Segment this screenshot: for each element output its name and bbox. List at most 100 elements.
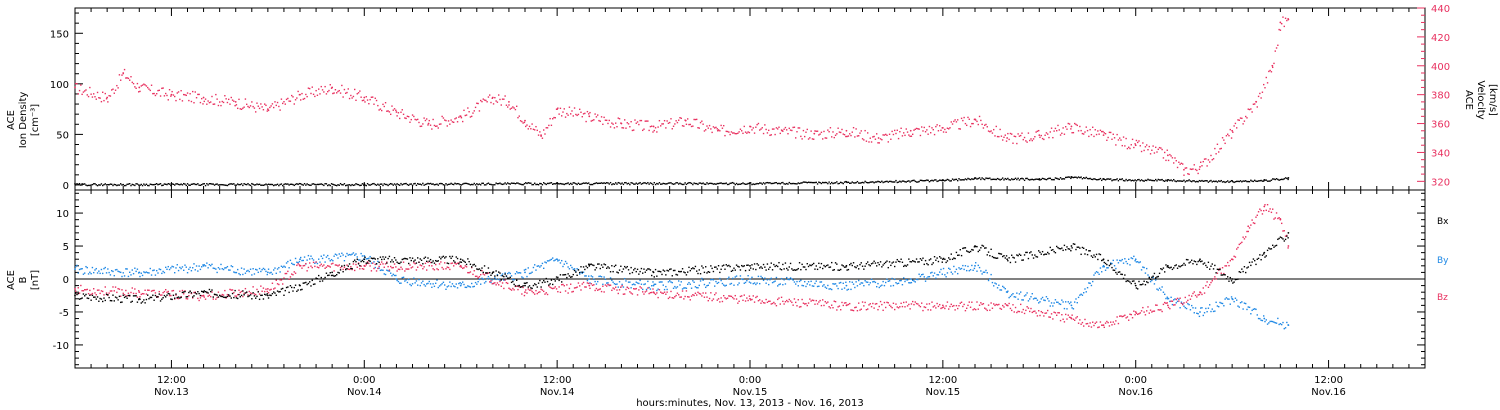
bz-series-point [670, 290, 672, 293]
by-series-point [339, 255, 342, 258]
bz-series-point [694, 292, 697, 294]
density-series-point [384, 183, 387, 186]
by-series-point [379, 269, 382, 272]
density-series-point [726, 183, 729, 186]
velocity-series-point [449, 123, 451, 125]
density-series-point [379, 183, 382, 185]
bx-series-point [706, 272, 708, 274]
bz-series-point [737, 302, 739, 304]
by-series-point [1022, 299, 1024, 301]
density-series-point [447, 183, 450, 186]
bz-series-point [378, 265, 380, 268]
by-series-point [206, 262, 208, 264]
by-series-point [117, 270, 119, 273]
density-series-point [969, 178, 972, 181]
density-series-point [109, 183, 112, 185]
by-series-point [950, 271, 952, 273]
by-series-point [1149, 280, 1152, 283]
by-series-point [1027, 300, 1030, 302]
velocity-series-anchor [716, 129, 719, 132]
density-series-point [626, 183, 628, 185]
density-series-point [717, 182, 720, 185]
by-series-point [842, 282, 844, 285]
bz-series-point [984, 307, 986, 309]
bz-series-point [963, 303, 965, 306]
velocity-series-point [521, 120, 523, 123]
density-series-point [744, 183, 747, 185]
bx-series-point [445, 256, 447, 258]
bx-series-point [306, 283, 308, 286]
density-series-point [725, 182, 727, 184]
bz-series-point [874, 303, 877, 305]
velocity-series-point [978, 115, 981, 118]
by-series-point [867, 281, 869, 283]
by-series-anchor [459, 284, 462, 287]
density-series-point [131, 183, 133, 186]
density-series-point [518, 183, 520, 185]
velocity-series-point [229, 103, 231, 105]
velocity-series-anchor [395, 111, 398, 113]
density-series-point [630, 182, 632, 184]
bx-series-point [375, 263, 378, 265]
bz-series-point [914, 301, 916, 303]
by-series-point [550, 258, 553, 261]
bx-series-point [669, 268, 671, 271]
density-series-point [1035, 178, 1037, 180]
by-series-point [748, 281, 751, 283]
by-series-point [939, 271, 941, 273]
by-series-point [284, 266, 286, 268]
by-series-point [213, 267, 216, 270]
bx-series-point [129, 294, 131, 297]
bx-series-point [685, 274, 688, 276]
bx-series-point [712, 270, 715, 273]
velocity-series-point [919, 134, 922, 137]
velocity-series-point [278, 105, 280, 108]
by-series-point [1034, 297, 1036, 299]
density-series-point [150, 183, 153, 186]
bz-series-point [499, 280, 501, 283]
by-series-point [829, 288, 832, 290]
velocity-series-point [1269, 69, 1271, 72]
velocity-series-point [563, 108, 565, 110]
by-series-anchor [1231, 297, 1234, 300]
velocity-y-tick-label: 400 [1431, 62, 1450, 73]
bz-series-point [111, 290, 113, 292]
velocity-series-point [1197, 172, 1199, 175]
bz-series-anchor [363, 264, 366, 267]
velocity-series-point [888, 133, 891, 135]
density-series-point [549, 182, 551, 184]
density-series-point [897, 181, 900, 183]
by-series-point [449, 281, 451, 283]
density-series-point [995, 178, 997, 181]
velocity-series-point [1111, 138, 1113, 140]
by-series-point [847, 288, 850, 291]
density-series-anchor [74, 183, 76, 185]
by-series-point [1166, 296, 1168, 298]
density-series-point [741, 182, 743, 185]
bz-series-point [208, 294, 211, 296]
bz-series-point [474, 275, 477, 278]
density-series-point [777, 182, 779, 185]
by-series-point [777, 285, 779, 287]
velocity-series-point [355, 99, 357, 102]
by-series-point [580, 271, 582, 273]
velocity-series-point [757, 122, 760, 125]
bx-series-point [703, 271, 706, 274]
velocity-series-point [105, 98, 108, 100]
density-series-point [870, 181, 873, 183]
by-series-point [390, 272, 392, 274]
bx-series-point [413, 260, 415, 262]
velocity-series-point [885, 133, 887, 136]
by-series-point [1081, 294, 1084, 296]
bx-series-point [635, 270, 637, 273]
density-series-point [334, 184, 337, 186]
by-series-point [1203, 312, 1206, 314]
bx-series-point [518, 284, 520, 287]
density-series-point [513, 182, 515, 185]
bz-series-point [942, 306, 945, 308]
bz-series-point [297, 263, 299, 265]
bz-series-point [374, 263, 376, 266]
bz-series-point [1216, 272, 1219, 274]
by-series-point [586, 279, 589, 282]
